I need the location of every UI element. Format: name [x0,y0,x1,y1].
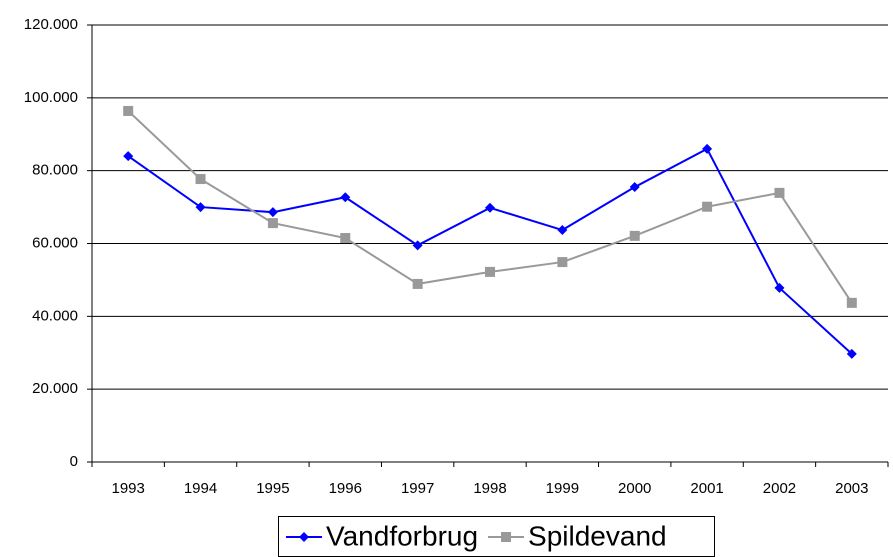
marker [340,233,351,244]
x-tick-label: 2001 [690,480,723,497]
marker [123,151,134,162]
marker [195,202,206,213]
x-tick-label: 1997 [401,480,434,497]
marker [340,192,351,203]
x-tick-label: 2003 [835,480,868,497]
y-tick-label: 60.000 [32,234,78,251]
y-tick-label: 0 [70,453,78,470]
series-line [127,147,853,355]
marker [485,202,495,213]
marker [774,187,785,198]
x-tick-label: 2000 [618,480,651,497]
marker [557,225,568,236]
marker [485,266,495,277]
marker [501,532,512,542]
marker [123,105,134,116]
x-tick-label: 1995 [256,480,289,497]
y-tick-label: 120.000 [24,16,78,33]
marker [846,348,857,359]
x-tick-label: 1998 [473,480,506,497]
marker [846,297,857,308]
marker [774,282,785,293]
marker [557,257,568,268]
x-tick-label: 1994 [184,480,217,497]
marker [702,143,713,154]
marker [702,201,713,212]
marker [195,174,206,185]
marker [629,230,640,241]
x-tick-label: 2002 [763,480,796,497]
marker [299,532,309,542]
y-tick-label: 40.000 [32,307,78,324]
marker [267,207,278,218]
x-tick-label: 1996 [329,480,362,497]
y-tick-label: 100.000 [24,89,78,106]
marker [629,182,640,193]
legend-label: Spildevand [528,520,667,551]
x-tick-label: 1993 [111,480,144,497]
marker [412,278,423,289]
marker [412,240,423,251]
y-tick-label: 20.000 [32,380,78,397]
marker [267,218,278,229]
x-tick-label: 1999 [546,480,579,497]
legend-label: Vandforbrug [326,520,478,551]
y-tick-label: 80.000 [32,162,78,179]
